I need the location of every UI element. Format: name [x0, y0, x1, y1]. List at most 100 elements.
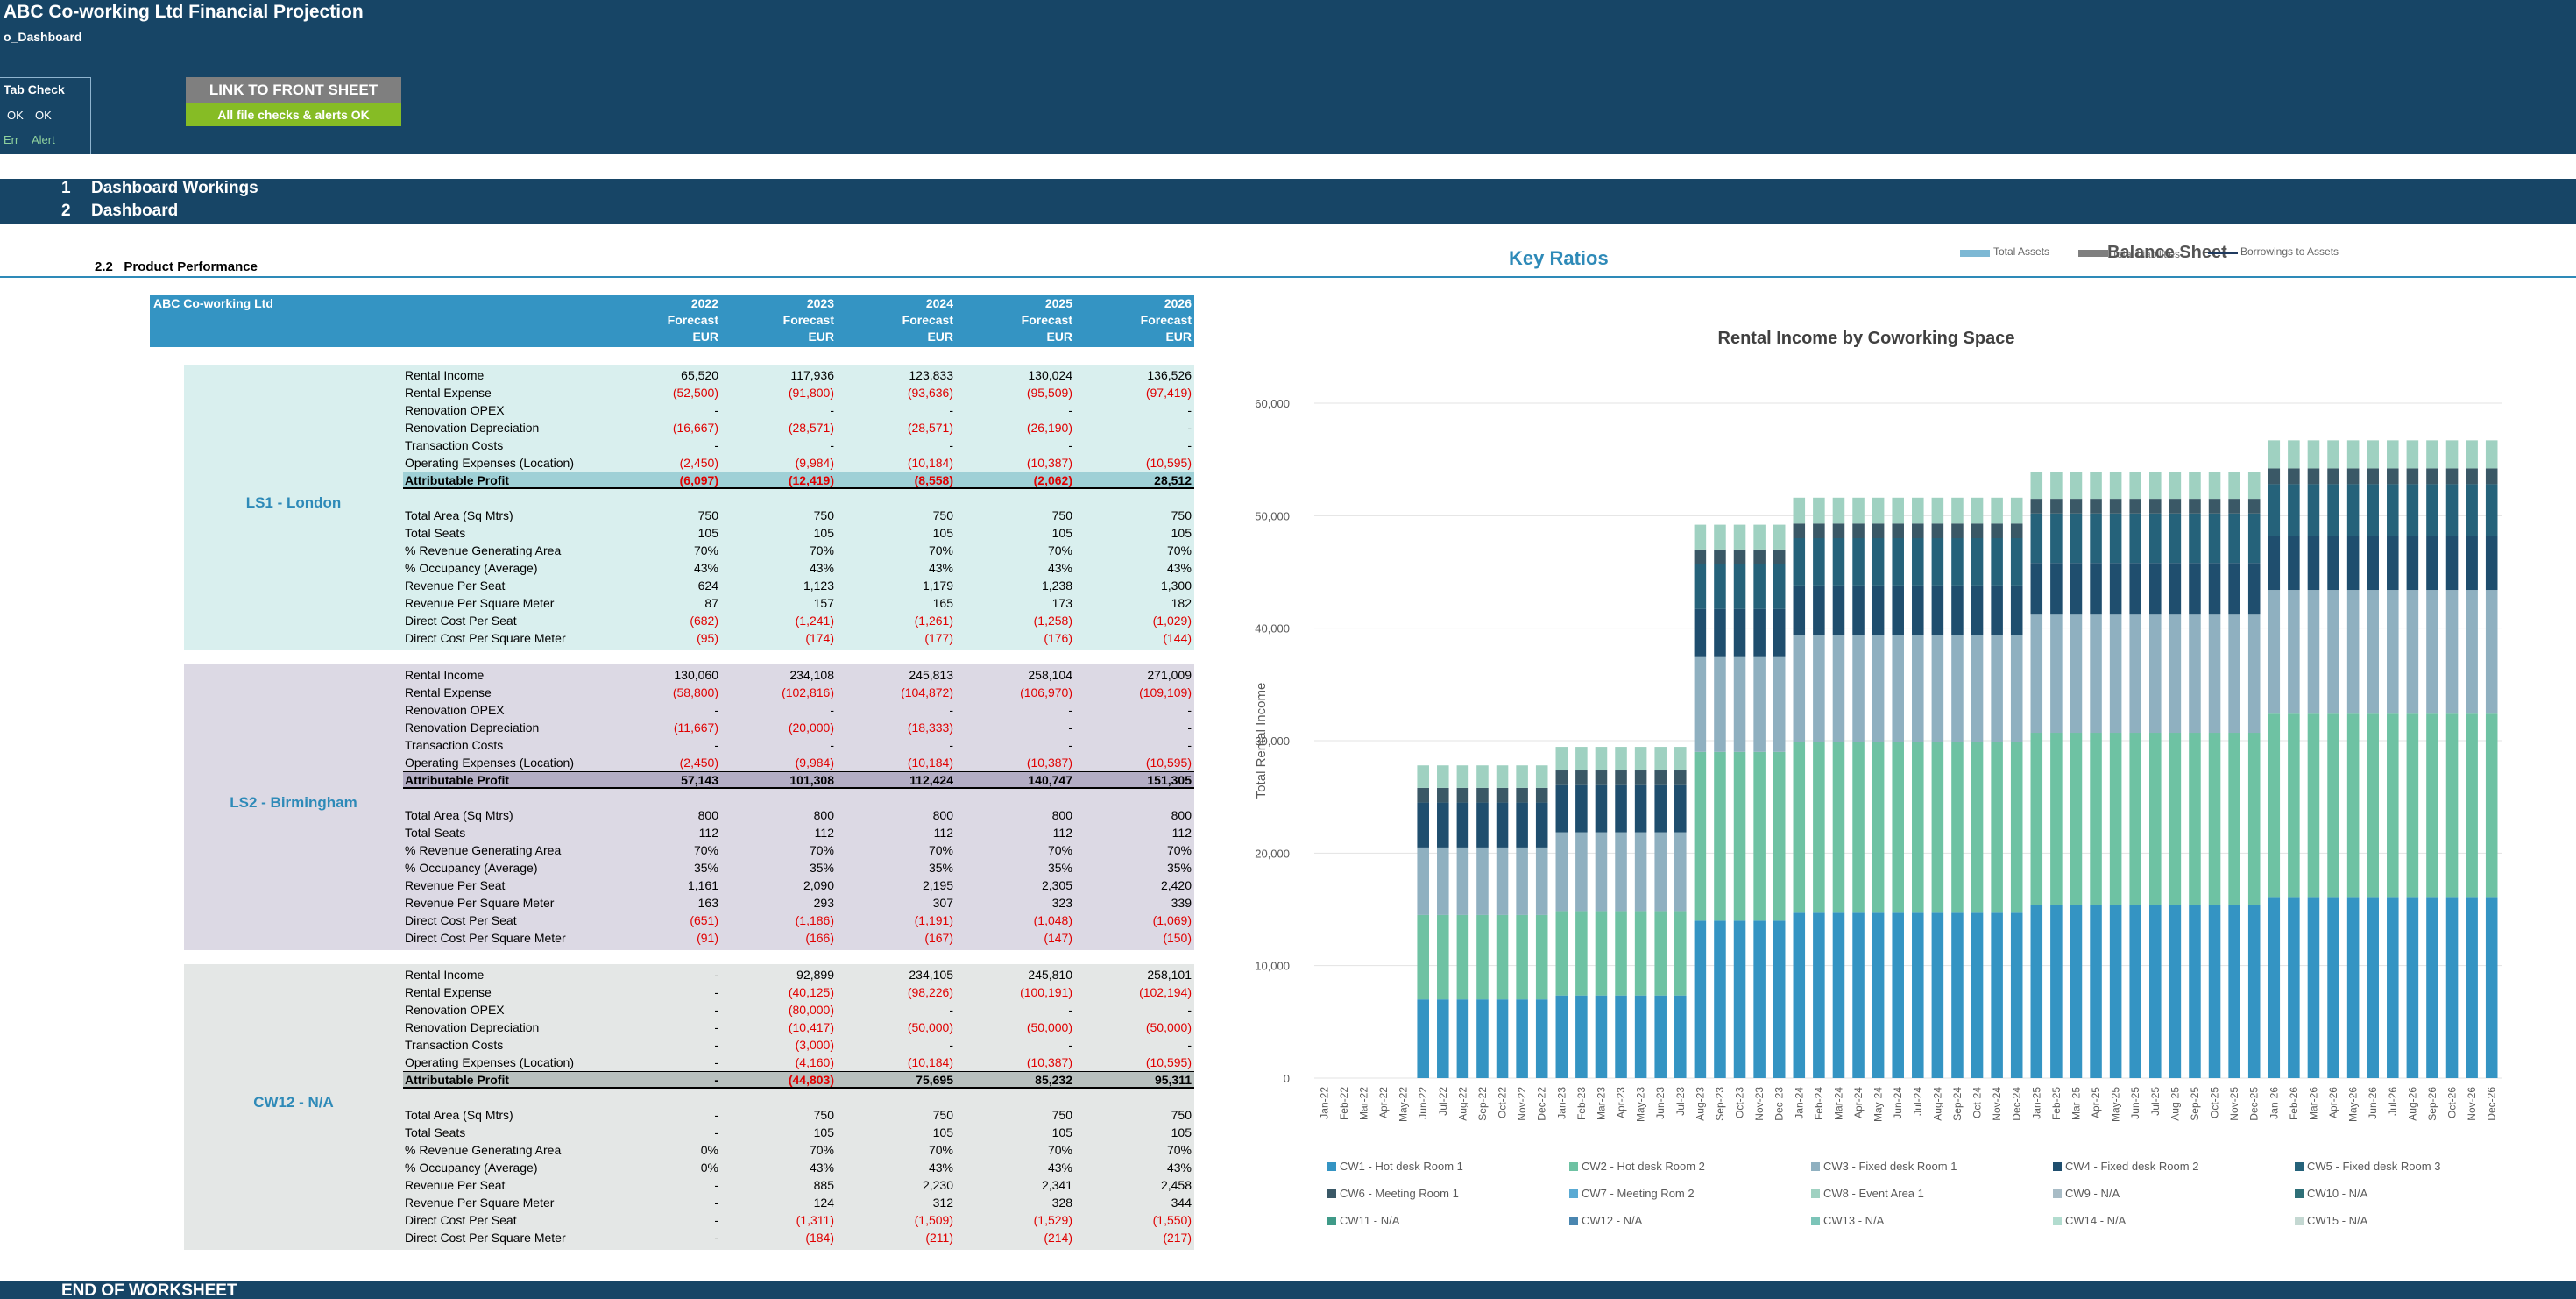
cell-value[interactable]: -	[949, 403, 953, 417]
cell-value[interactable]: (10,387)	[1026, 456, 1072, 470]
bar-segment[interactable]	[2109, 513, 2122, 564]
bar-segment[interactable]	[1634, 784, 1647, 833]
bar-segment[interactable]	[2307, 536, 2320, 591]
bar-segment[interactable]	[2268, 590, 2281, 714]
cell-value[interactable]: 105	[1171, 1125, 1192, 1139]
cell-value[interactable]: 43%	[809, 561, 834, 575]
bar-segment[interactable]	[1793, 523, 1806, 538]
cell-value[interactable]: (91)	[697, 931, 718, 945]
bar-segment[interactable]	[1496, 914, 1509, 1000]
bar-segment[interactable]	[1496, 787, 1509, 803]
bar-segment[interactable]	[1753, 564, 1766, 609]
bar-segment[interactable]	[2109, 614, 2122, 734]
bar-segment[interactable]	[1872, 912, 1885, 1078]
bar-segment[interactable]	[1694, 751, 1707, 921]
bar-segment[interactable]	[2387, 468, 2399, 485]
cell-value[interactable]: 234,108	[789, 668, 834, 682]
bar-segment[interactable]	[1971, 635, 1984, 742]
cell-value[interactable]: (93,636)	[907, 386, 953, 400]
cell-value[interactable]: 70%	[1047, 543, 1072, 557]
cell-value[interactable]: (104,872)	[901, 685, 953, 699]
cell-value[interactable]: 2,341	[1041, 1178, 1072, 1192]
bar-segment[interactable]	[2346, 484, 2360, 536]
bar-segment[interactable]	[1931, 523, 1944, 538]
bar-segment[interactable]	[1615, 770, 1627, 785]
bar-segment[interactable]	[1733, 656, 1746, 752]
cell-value[interactable]: (52,500)	[672, 386, 718, 400]
bar-segment[interactable]	[1516, 999, 1528, 1078]
cell-value[interactable]: 105	[1051, 526, 1072, 540]
bar-segment[interactable]	[2466, 536, 2478, 591]
legend-entry[interactable]: CW6 - Meeting Room 1	[1340, 1187, 1459, 1200]
bar-segment[interactable]	[1832, 497, 1845, 524]
bar-segment[interactable]	[2288, 590, 2300, 714]
bar-segment[interactable]	[2367, 590, 2379, 714]
bar-segment[interactable]	[1912, 497, 1924, 524]
bar-segment[interactable]	[2030, 563, 2043, 615]
cell-value[interactable]: (1,509)	[914, 1213, 953, 1227]
bar-segment[interactable]	[1951, 538, 1964, 586]
cell-value[interactable]: (102,194)	[1139, 985, 1192, 999]
cell-value[interactable]: -	[714, 985, 718, 999]
cell-value[interactable]: 2,195	[922, 878, 953, 892]
cell-value[interactable]: (95)	[697, 631, 718, 645]
bar-segment[interactable]	[2208, 905, 2221, 1078]
bar-segment[interactable]	[2129, 905, 2141, 1078]
cell-value[interactable]: -	[1187, 738, 1192, 752]
bar-segment[interactable]	[2070, 905, 2083, 1078]
legend-entry[interactable]: CW1 - Hot desk Room 1	[1340, 1160, 1463, 1173]
legend-entry[interactable]: CW14 - N/A	[2065, 1214, 2127, 1227]
bar-segment[interactable]	[1654, 995, 1667, 1078]
bar-segment[interactable]	[2010, 497, 2023, 524]
bar-segment[interactable]	[2169, 614, 2182, 734]
legend-entry[interactable]: CW11 - N/A	[1340, 1214, 1400, 1227]
cell-value[interactable]: (1,529)	[1033, 1213, 1072, 1227]
bar-segment[interactable]	[2367, 897, 2379, 1078]
cell-value[interactable]: 163	[697, 896, 718, 910]
bar-segment[interactable]	[1773, 549, 1786, 564]
cell-value[interactable]: 70%	[928, 543, 953, 557]
cell-value[interactable]: 43%	[1047, 1161, 1072, 1175]
bar-segment[interactable]	[1912, 585, 1924, 635]
bar-segment[interactable]	[2228, 513, 2240, 564]
bar-segment[interactable]	[1555, 832, 1568, 912]
bar-segment[interactable]	[2050, 499, 2063, 514]
cell-value[interactable]: 35%	[928, 861, 953, 875]
cell-value[interactable]: 307	[932, 896, 953, 910]
bar-segment[interactable]	[1892, 497, 1904, 524]
cell-value[interactable]: -	[1068, 1003, 1072, 1017]
bar-segment[interactable]	[2208, 499, 2221, 514]
bar-segment[interactable]	[1575, 784, 1588, 833]
cell-value[interactable]: 800	[932, 808, 953, 822]
bar-segment[interactable]	[1753, 524, 1766, 550]
cell-value[interactable]: 750	[1051, 508, 1072, 522]
cell-value[interactable]: 245,813	[909, 668, 953, 682]
cell-value[interactable]: (147)	[1044, 931, 1072, 945]
bar-segment[interactable]	[1773, 656, 1786, 752]
cell-value[interactable]: 2,090	[803, 878, 834, 892]
bar-segment[interactable]	[2247, 733, 2261, 905]
cell-value[interactable]: -	[830, 703, 834, 717]
bar-segment[interactable]	[1852, 538, 1865, 586]
bar-segment[interactable]	[2010, 585, 2023, 635]
legend-entry[interactable]: CW8 - Event Area 1	[1823, 1187, 1924, 1200]
bar-segment[interactable]	[2050, 905, 2063, 1078]
cell-value[interactable]: 234,105	[909, 968, 953, 982]
cell-value[interactable]: (214)	[1044, 1231, 1072, 1245]
bar-segment[interactable]	[1813, 523, 1825, 538]
bar-segment[interactable]	[1654, 911, 1667, 996]
bar-segment[interactable]	[1535, 847, 1548, 915]
bar-segment[interactable]	[2367, 536, 2379, 591]
bar-segment[interactable]	[1437, 847, 1449, 915]
cell-value[interactable]: (50,000)	[1026, 1020, 1072, 1034]
bar-segment[interactable]	[1516, 914, 1528, 1000]
bar-segment[interactable]	[1634, 832, 1647, 912]
cell-value[interactable]: -	[830, 403, 834, 417]
bar-segment[interactable]	[2149, 563, 2162, 615]
bar-segment[interactable]	[2247, 513, 2261, 564]
cell-value[interactable]: (176)	[1044, 631, 1072, 645]
bar-segment[interactable]	[2149, 472, 2162, 500]
bar-segment[interactable]	[1951, 912, 1964, 1078]
bar-segment[interactable]	[1813, 635, 1825, 742]
cell-value[interactable]: (166)	[805, 931, 834, 945]
